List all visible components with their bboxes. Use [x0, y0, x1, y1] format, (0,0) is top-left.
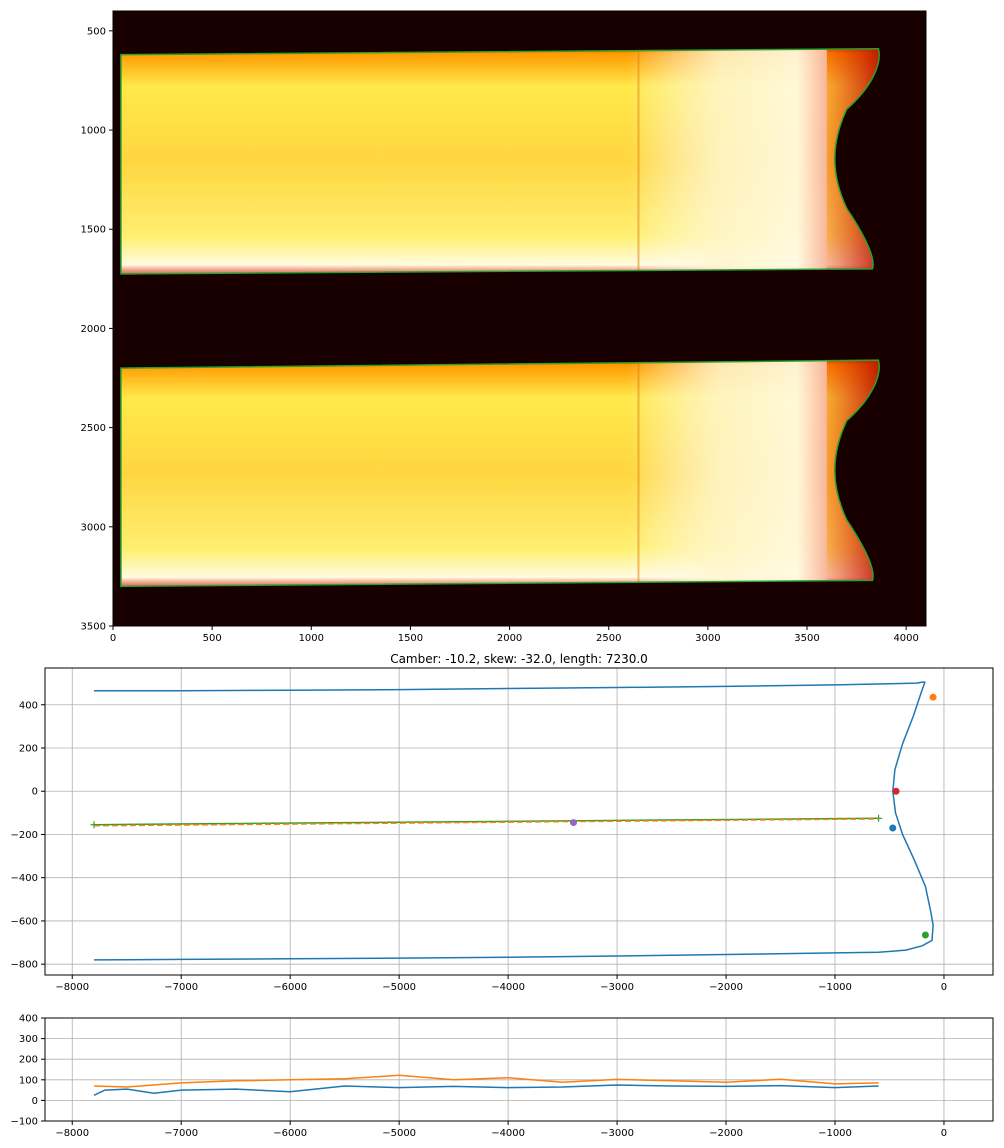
profile-plot-content [93, 1074, 879, 1096]
profile-plot-axes: −8000 −7000 −6000 −5000 −4000 −3000 −2000 −1000… [11, 1014, 994, 1139]
x-tick-label: −4000 [491, 1128, 525, 1139]
heatmap-axes: 0 500 1000 1500 2000 2500 3000 3500 4000 500 1000… [81, 10, 927, 644]
x-tick-label: −5000 [382, 1128, 416, 1139]
y-tick-label: 200 [19, 743, 38, 754]
x-tick-label: −2000 [709, 1128, 743, 1139]
slab-outline [120, 47, 880, 275]
x-tick-label: −7000 [164, 982, 198, 993]
y-tick-label: 300 [19, 1034, 38, 1045]
x-tick-label: 0 [941, 982, 947, 993]
x-tick-label: 1000 [299, 633, 324, 644]
data-point [892, 787, 900, 795]
y-tick-label: 1500 [81, 225, 106, 236]
heatmap-x-ticks: 0 500 1000 1500 2000 2500 3000 3500 4000 [110, 626, 919, 644]
x-tick-label: 0 [110, 633, 116, 644]
x-tick-label: 2500 [596, 633, 621, 644]
y-tick-label: 400 [19, 1014, 38, 1025]
outline-plot-grid [45, 668, 993, 975]
y-tick-label: 500 [87, 26, 106, 37]
y-tick-label: 0 [32, 787, 38, 798]
outline-plot-frame [44, 667, 994, 976]
y-tick-label: −800 [11, 960, 38, 971]
data-point [569, 819, 577, 827]
middle-chart-title: Camber: -10.2, skew: -32.0, length: 7230… [390, 652, 648, 666]
outline-plot-content [90, 681, 937, 961]
x-tick-label: −6000 [273, 1128, 307, 1139]
y-tick-label: −600 [11, 916, 38, 927]
slab-2 [120, 360, 880, 587]
y-tick-label: 3500 [81, 622, 106, 633]
y-tick-label: −100 [11, 1117, 38, 1128]
y-tick-label: −200 [11, 830, 38, 841]
heatmap-y-ticks: 500 1000 1500 2000 2500 3000 3500 [81, 26, 113, 633]
y-tick-label: 3000 [81, 522, 106, 533]
y-tick-label: 400 [19, 700, 38, 711]
data-point [929, 693, 937, 701]
series-line-1 [93, 681, 934, 961]
slab-bright-zone [628, 48, 827, 274]
x-tick-label: −8000 [55, 1128, 89, 1139]
x-tick-label: −2000 [709, 982, 743, 993]
x-tick-label: −3000 [600, 1128, 634, 1139]
x-tick-label: −5000 [382, 982, 416, 993]
x-tick-label: −3000 [600, 982, 634, 993]
slab-bright-zone [628, 360, 827, 587]
y-tick-label: 1000 [81, 126, 106, 137]
x-tick-label: −7000 [164, 1128, 198, 1139]
outline-plot-axes: −8000 −7000 −6000 −5000 −4000 −3000 −2000 −1000… [11, 667, 994, 993]
x-tick-label: −1000 [818, 982, 852, 993]
outline-plot-x-ticks: −8000 −7000 −6000 −5000 −4000 −3000 −2000 −1000… [55, 975, 947, 993]
y-tick-label: 2000 [81, 324, 106, 335]
data-point [921, 931, 929, 939]
x-tick-label: 4000 [893, 633, 918, 644]
x-tick-label: −6000 [273, 982, 307, 993]
profile-plot-y-ticks: −100 0 100 200 300 400 [11, 1014, 45, 1128]
slab-1 [120, 48, 880, 274]
x-tick-label: 2000 [497, 633, 522, 644]
x-tick-label: −4000 [491, 982, 525, 993]
series-line-3 [93, 818, 879, 827]
profile-plot-x-ticks: −8000 −7000 −6000 −5000 −4000 −3000 −2000 −1000… [55, 1121, 947, 1139]
x-tick-label: −8000 [55, 982, 89, 993]
data-point [889, 824, 897, 832]
y-tick-label: 0 [32, 1096, 38, 1107]
y-tick-label: −400 [11, 873, 38, 884]
x-tick-label: 3000 [695, 633, 720, 644]
series-line-1 [93, 1084, 879, 1096]
profile-plot-frame [44, 1017, 994, 1122]
x-tick-label: 3500 [794, 633, 819, 644]
y-tick-label: 2500 [81, 423, 106, 434]
series-endpoint-marker [90, 821, 98, 829]
heatmap-frame [112, 10, 927, 627]
outline-plot-y-ticks: −800 −600 −400 −200 0 200 400 [11, 700, 45, 971]
y-tick-label: 100 [19, 1075, 38, 1086]
x-tick-label: 500 [203, 633, 222, 644]
slab-outline [120, 359, 880, 588]
x-tick-label: 0 [941, 1128, 947, 1139]
x-tick-label: 1500 [398, 633, 423, 644]
y-tick-label: 200 [19, 1055, 38, 1066]
profile-plot-background [45, 1018, 993, 1121]
series-line-2 [93, 1074, 879, 1088]
x-tick-label: −1000 [818, 1128, 852, 1139]
